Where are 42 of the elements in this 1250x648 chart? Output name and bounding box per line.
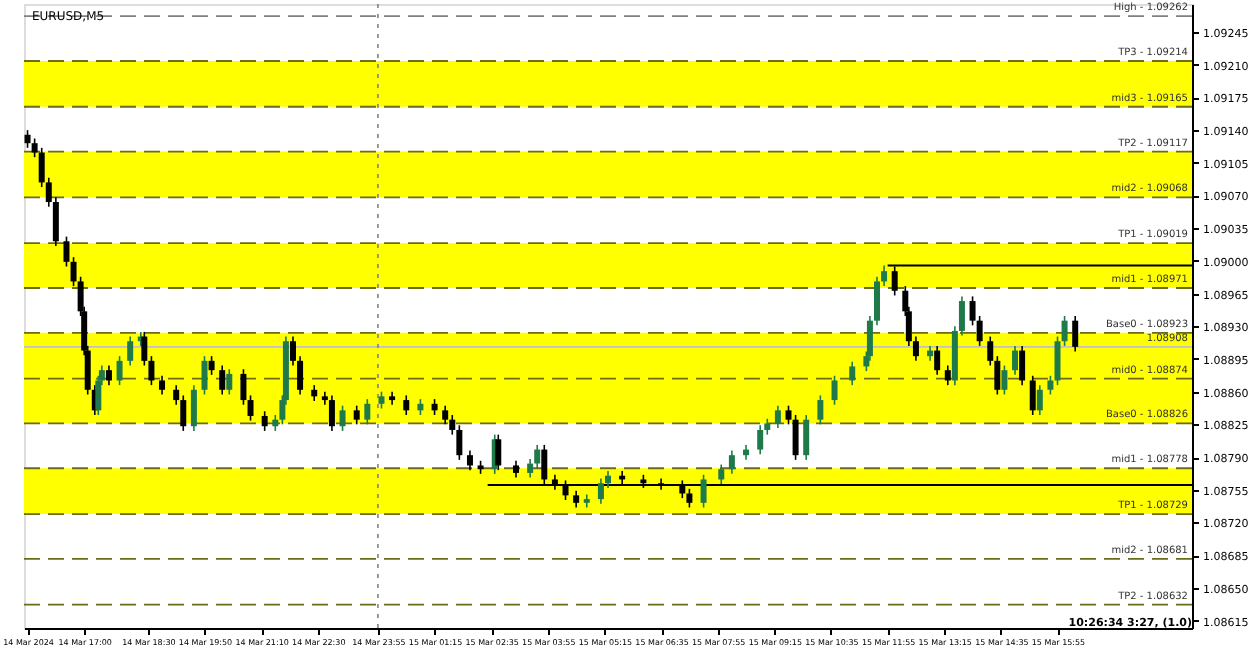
candlestick <box>597 477 604 505</box>
candlestick <box>1012 345 1019 376</box>
candlestick <box>817 394 824 426</box>
candlestick <box>700 474 707 509</box>
candlestick <box>718 463 725 485</box>
candlestick <box>774 404 781 429</box>
candlestick <box>1001 364 1008 396</box>
candlestick <box>105 364 112 386</box>
candlestick <box>495 433 502 471</box>
candlestick <box>792 414 799 461</box>
candlestick <box>328 394 335 432</box>
candlestick <box>339 404 346 432</box>
candlestick <box>201 355 208 396</box>
candlestick <box>803 414 810 461</box>
candlestick <box>403 394 410 416</box>
candlestick <box>219 364 226 396</box>
candlestick <box>1029 374 1036 416</box>
candlestick <box>757 424 764 456</box>
candlestick <box>728 449 735 475</box>
candlestick <box>63 235 70 268</box>
candlestick <box>208 355 215 376</box>
candlestick <box>240 368 247 406</box>
candlestick <box>831 374 838 406</box>
candlestick <box>1072 315 1079 353</box>
candlestick <box>1019 345 1026 386</box>
candlestick <box>95 374 102 416</box>
candlestick <box>116 355 123 386</box>
candlestick <box>353 404 360 426</box>
candlestick <box>849 360 856 386</box>
candlestick <box>1047 374 1054 396</box>
candlestick <box>159 374 166 396</box>
candlestick <box>127 335 134 367</box>
candlestick <box>226 368 233 396</box>
candlestick <box>247 394 254 422</box>
candlestick <box>944 364 951 386</box>
candlestick <box>466 449 473 471</box>
candlestick <box>534 444 541 470</box>
candlestick <box>261 410 268 432</box>
candlestick <box>934 345 941 376</box>
candlestick <box>190 384 197 432</box>
candlestick <box>1036 384 1043 416</box>
candlestick <box>364 398 371 426</box>
